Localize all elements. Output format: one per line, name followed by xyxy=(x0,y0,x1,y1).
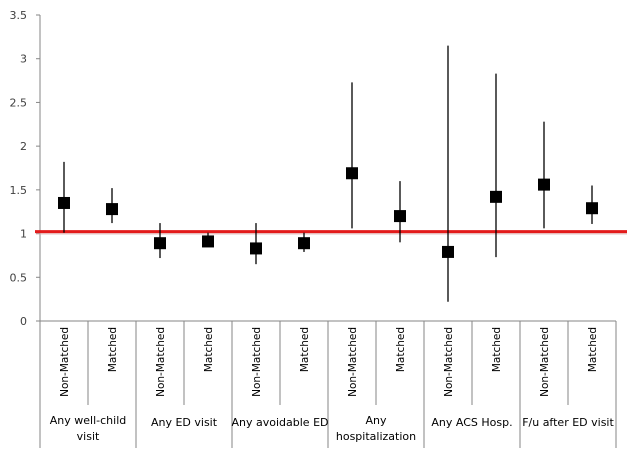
category-label: Non-Matched xyxy=(155,327,167,397)
group-label: Any ED visit xyxy=(151,416,218,429)
category-label: Non-Matched xyxy=(539,327,551,397)
group-label-line: Any avoidable ED xyxy=(232,416,329,429)
group-label-line: Any well-child xyxy=(50,414,126,427)
point-marker xyxy=(106,203,118,216)
point-marker xyxy=(298,237,310,250)
y-tick-label: 3.5 xyxy=(10,9,28,22)
data-point xyxy=(202,232,214,248)
category-label: Non-Matched xyxy=(59,327,71,397)
reference-line-layer xyxy=(35,230,627,235)
data-point xyxy=(442,45,454,302)
y-tick-label: 3 xyxy=(20,53,27,66)
group-label: Any well-child visit xyxy=(50,414,126,443)
category-label: Matched xyxy=(107,327,119,372)
category-label: Matched xyxy=(395,327,407,372)
point-marker xyxy=(154,237,166,250)
y-axis: 0 0.5 1 1.5 2 2.5 3 3.5 xyxy=(10,9,41,448)
group-label-line: Any ED visit xyxy=(151,416,218,429)
y-tick-label: 0 xyxy=(20,315,27,328)
y-tick-label: 2 xyxy=(20,140,27,153)
data-point xyxy=(58,161,70,233)
category-label: Matched xyxy=(299,327,311,372)
point-marker xyxy=(538,178,550,191)
group-label-line: F/u after ED visit xyxy=(522,416,614,429)
y-tick-label: 1 xyxy=(20,228,27,241)
points-layer xyxy=(58,45,598,302)
group-label-line: hospitalization xyxy=(336,430,416,443)
point-marker xyxy=(58,196,70,209)
data-point xyxy=(394,181,406,243)
data-point xyxy=(490,73,502,258)
group-label-line: Any xyxy=(365,414,386,427)
group-label-line: Any ACS Hosp. xyxy=(431,416,512,429)
category-label: Non-Matched xyxy=(443,327,455,397)
group-label: Any avoidable ED xyxy=(232,416,329,429)
data-point xyxy=(298,232,310,252)
point-marker xyxy=(442,245,454,258)
x-axis: Non-Matched Matched Non-Matched Matched Non-… xyxy=(40,320,617,448)
data-point xyxy=(154,223,166,259)
y-tick-label: 1.5 xyxy=(10,184,28,197)
category-label: Non-Matched xyxy=(347,327,359,397)
point-marker xyxy=(490,190,502,203)
data-point xyxy=(250,223,262,265)
group-label: Any ACS Hosp. xyxy=(431,416,512,429)
point-marker xyxy=(202,235,214,248)
category-label: Matched xyxy=(203,327,215,372)
data-point xyxy=(538,121,550,229)
category-label: Matched xyxy=(491,327,503,372)
group-label: F/u after ED visit xyxy=(522,416,614,429)
data-point xyxy=(106,188,118,224)
data-point xyxy=(346,82,358,229)
category-label: Matched xyxy=(587,327,599,372)
y-tick-label: 0.5 xyxy=(10,271,28,284)
group-label: Any hospitalization xyxy=(336,414,416,443)
group-label-line: visit xyxy=(77,430,100,443)
y-tick-label: 2.5 xyxy=(10,96,28,109)
data-point xyxy=(586,185,598,224)
point-marker xyxy=(394,210,406,223)
point-marker xyxy=(346,167,358,180)
category-label: Non-Matched xyxy=(251,327,263,397)
point-marker xyxy=(250,242,262,255)
point-marker xyxy=(586,202,598,215)
